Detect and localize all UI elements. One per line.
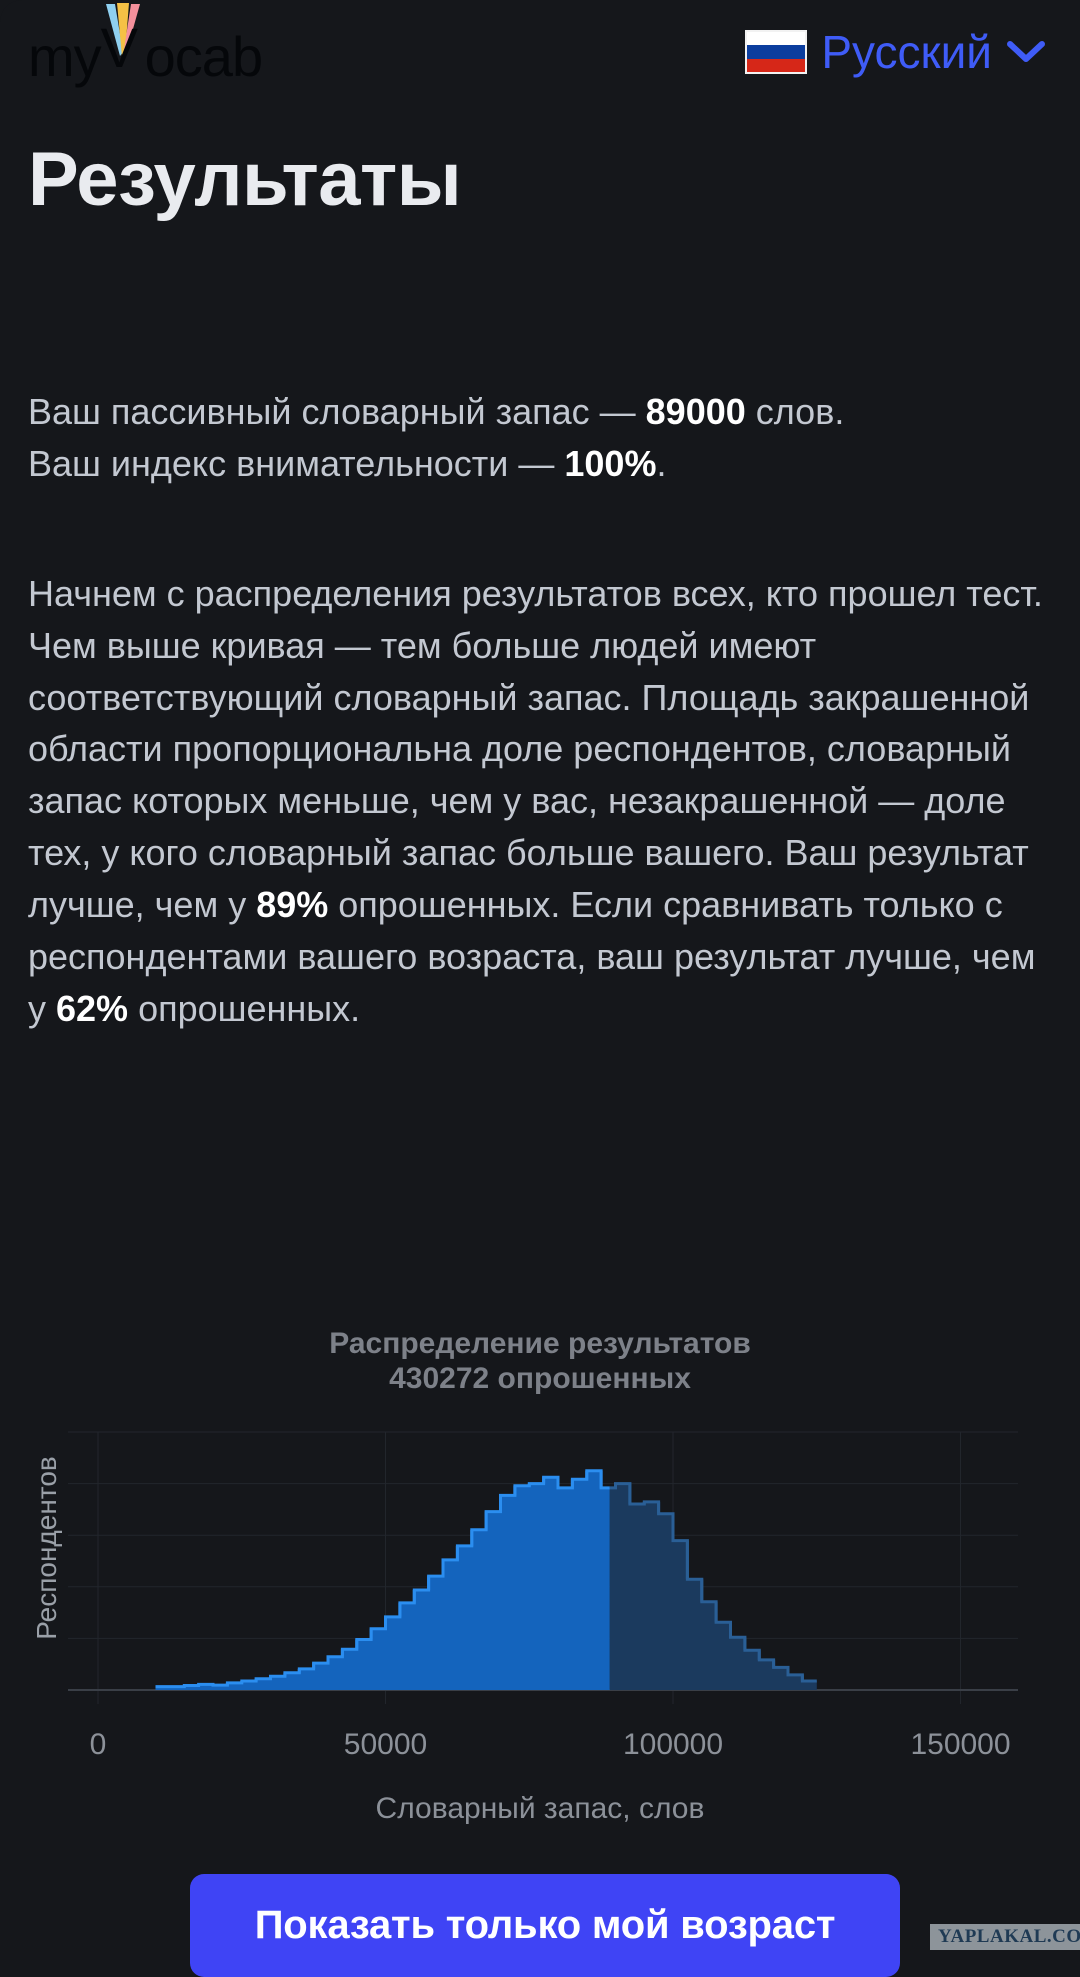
language-selector[interactable]: Русский: [745, 29, 1046, 75]
explanation-part-1: Начнем с распределения результатов всех,…: [28, 573, 1043, 925]
vocab-sentence-suffix: слов.: [745, 391, 845, 432]
x-tick-label: 100000: [622, 1728, 724, 1761]
percentile-all-value: 89%: [256, 883, 329, 925]
chart-x-axis-ticks: 0 50000 100000 150000: [0, 1728, 1080, 1768]
histogram-svg: [68, 1431, 1018, 1704]
percentile-age-value: 62%: [56, 987, 129, 1029]
x-tick-label: 150000: [910, 1728, 1011, 1761]
x-tick-label: 50000: [343, 1728, 428, 1761]
chart-x-axis-label: Словарный запас, слов: [375, 1792, 705, 1825]
attention-sentence-suffix: .: [656, 442, 667, 484]
logo-fan-icon: [105, 2, 140, 57]
logo-text-v: V: [100, 15, 138, 79]
russian-flag-icon: [745, 30, 808, 74]
x-tick-label: 0: [89, 1728, 107, 1761]
app-header: my V ocab Русский: [0, 0, 1080, 104]
chart-subtitle: 430272 опрошенных: [389, 1362, 691, 1396]
explanation-paragraph: Начнем с распределения результатов всех,…: [28, 568, 1044, 1034]
explanation-part-3: опрошенных.: [128, 987, 361, 1029]
summary-paragraph: Ваш пассивный словарный запас — 89000 сл…: [28, 386, 1044, 490]
chevron-down-icon[interactable]: [1006, 39, 1046, 65]
explanation-part-2: опрошенных. Если сравнивать только с рес…: [28, 883, 1036, 1029]
attention-index-value: 100%: [564, 442, 657, 484]
distribution-chart: Распределение результатов 430272 опрошен…: [0, 1326, 1080, 1826]
app-logo[interactable]: my V ocab: [28, 2, 263, 88]
page-title: Результаты: [28, 137, 462, 222]
language-label: Русский: [821, 26, 992, 78]
attention-sentence-prefix: Ваш индекс внимательности —: [28, 442, 565, 484]
chart-plot-area: Респондентов: [0, 1424, 1080, 1724]
vocab-size-value: 89000: [645, 391, 746, 432]
logo-v-mark: V: [100, 2, 145, 79]
chart-y-axis-label: Респондентов: [31, 1456, 62, 1640]
site-watermark: YAPLAKAL.COM: [930, 1924, 1080, 1950]
chart-title: Распределение результатов 430272 опрошен…: [0, 1326, 1080, 1397]
logo-text-my: my: [28, 24, 102, 88]
chart-title-line1: Распределение результатов: [329, 1327, 751, 1360]
vocab-sentence-prefix: Ваш пассивный словарный запас —: [28, 391, 646, 432]
logo-text-rest: ocab: [144, 24, 263, 88]
show-my-age-button[interactable]: Показать только мой возраст: [190, 1874, 900, 1977]
